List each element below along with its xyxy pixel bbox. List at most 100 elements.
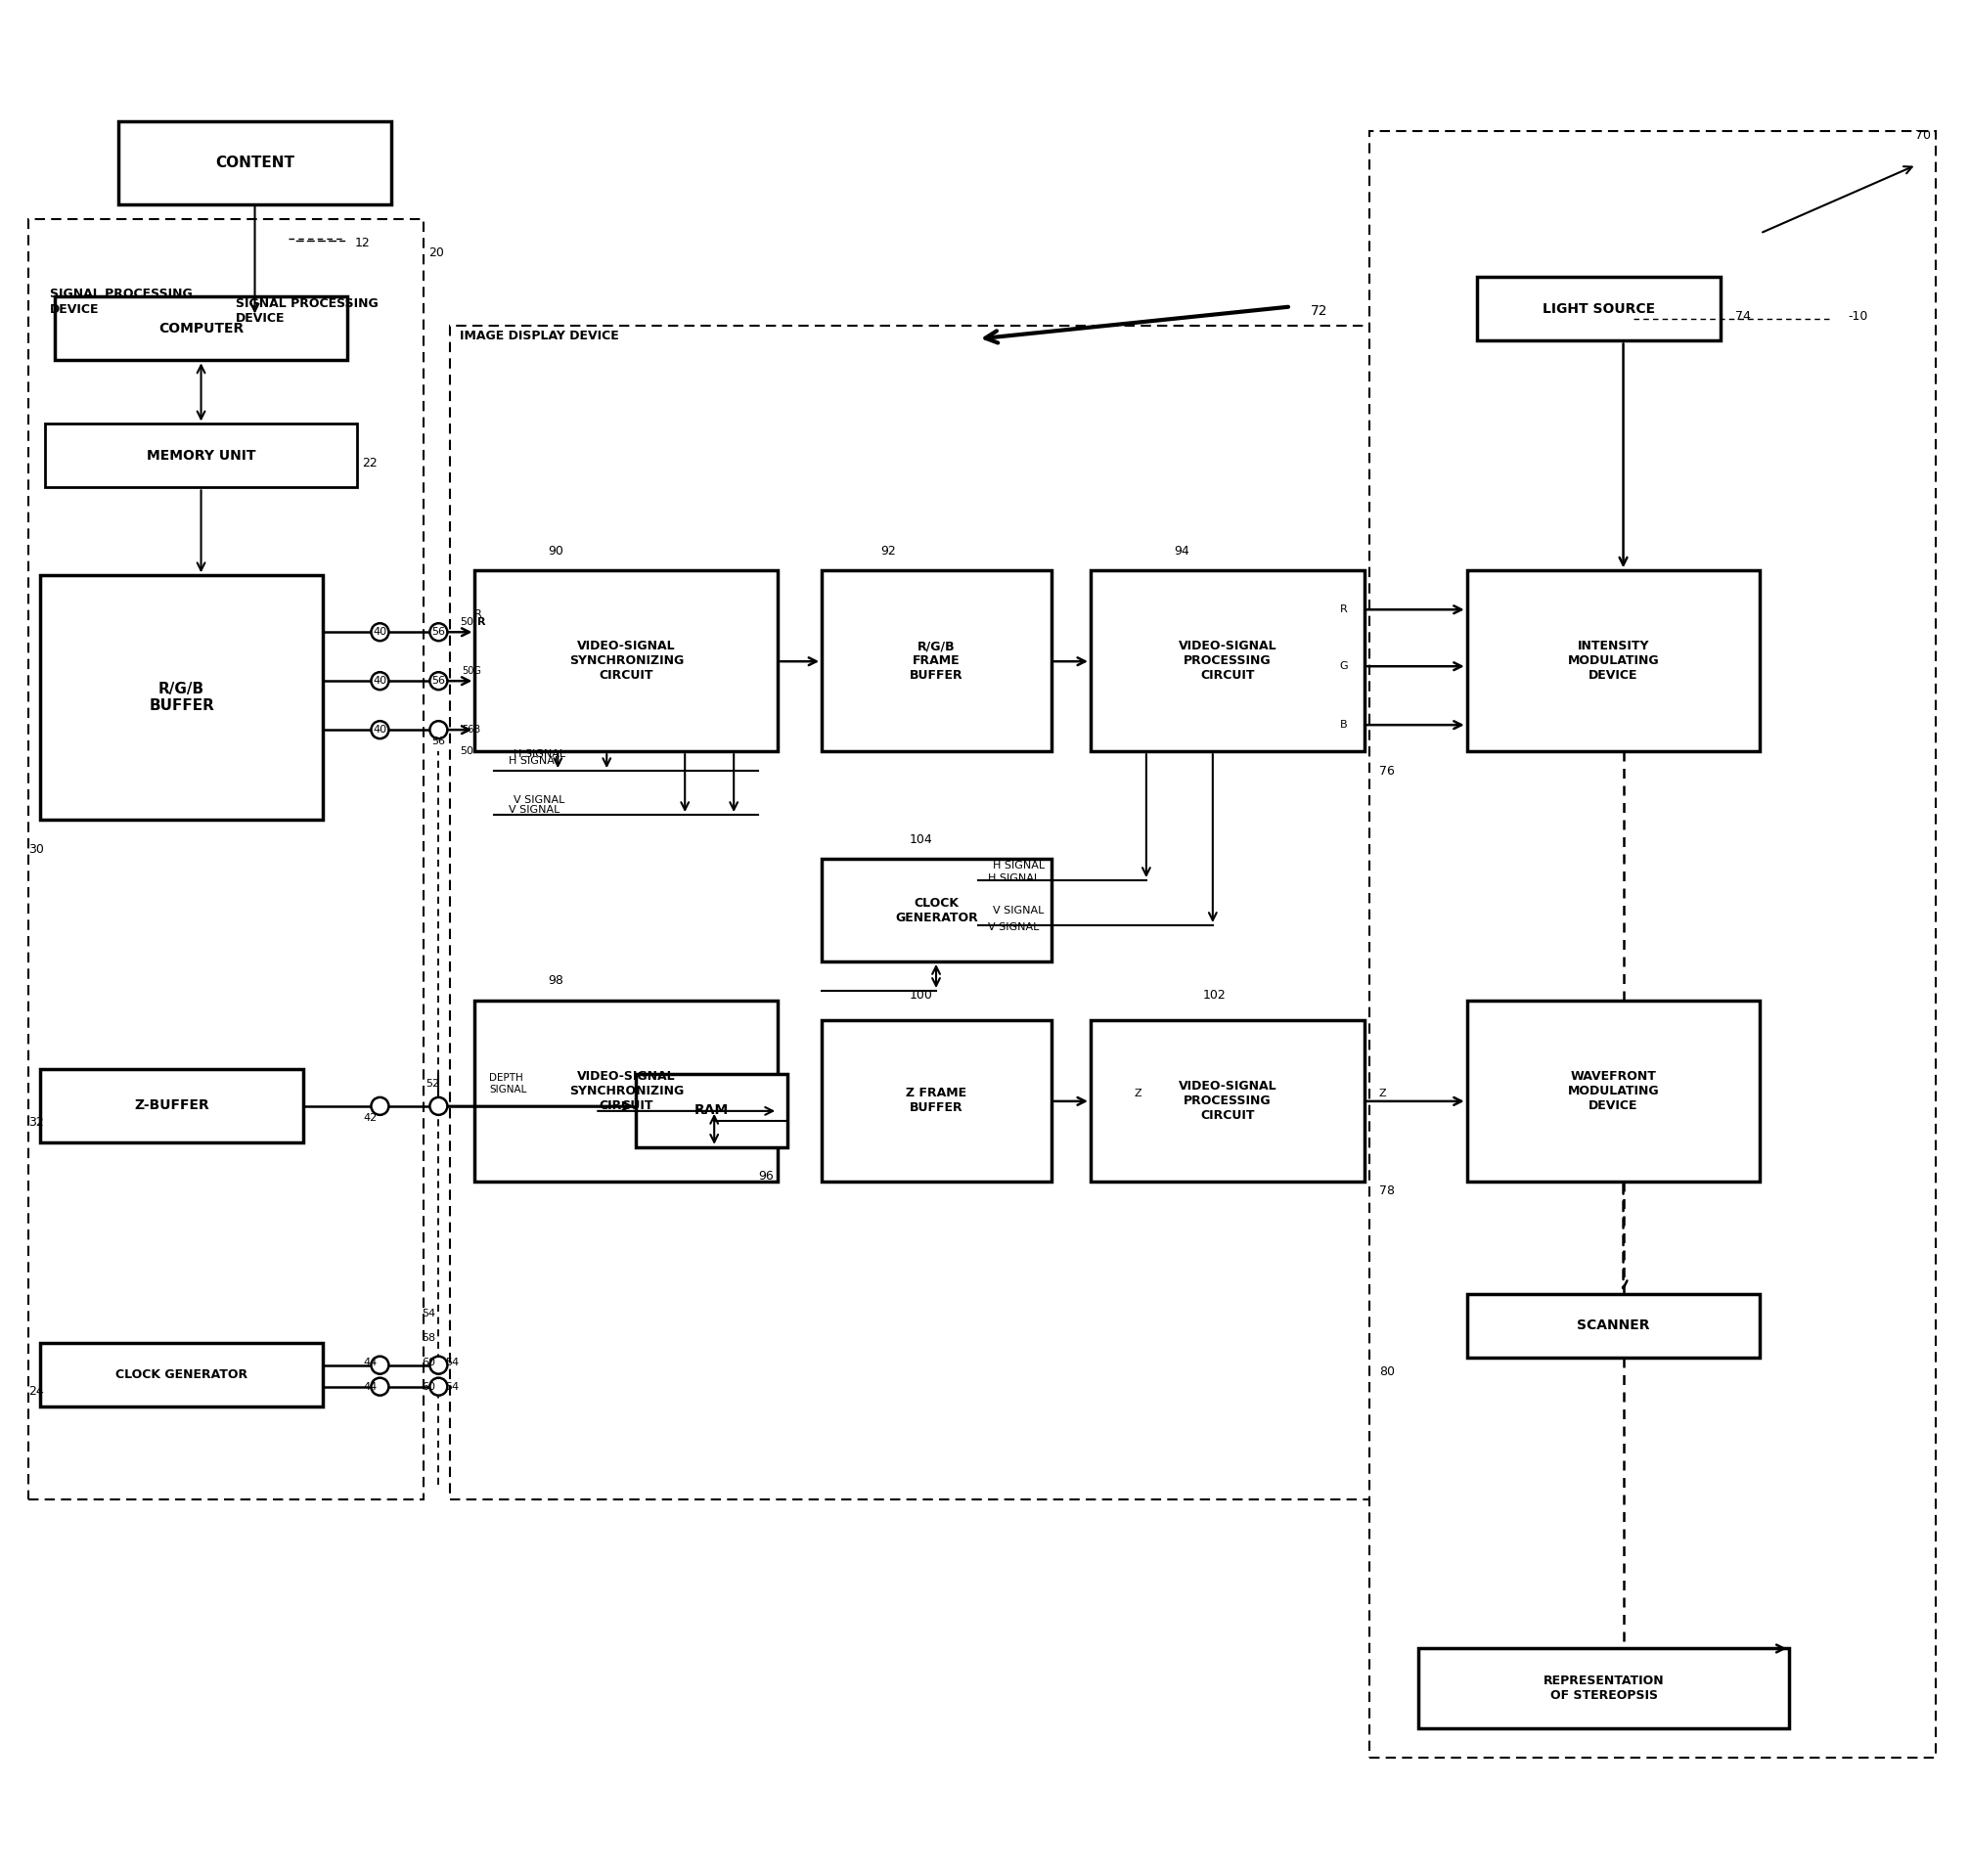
Text: REPRESENTATION
OF STEREOPSIS: REPRESENTATION OF STEREOPSIS — [1544, 1675, 1664, 1702]
Bar — [1467, 1000, 1760, 1182]
Text: MEMORY UNIT: MEMORY UNIT — [146, 448, 256, 463]
Bar — [55, 296, 349, 360]
Circle shape — [370, 720, 388, 739]
Circle shape — [429, 1356, 447, 1373]
Circle shape — [429, 623, 447, 642]
Bar — [39, 1069, 303, 1142]
Circle shape — [370, 1097, 388, 1114]
Circle shape — [370, 1356, 388, 1373]
Bar — [1368, 131, 1936, 1758]
Text: 100: 100 — [910, 989, 933, 1002]
Text: 44: 44 — [362, 1383, 378, 1392]
Text: VIDEO-SIGNAL
PROCESSING
CIRCUIT: VIDEO-SIGNAL PROCESSING CIRCUIT — [1177, 640, 1276, 683]
Text: B: B — [1339, 720, 1347, 730]
Circle shape — [429, 1097, 447, 1114]
Text: VIDEO-SIGNAL
PROCESSING
CIRCUIT: VIDEO-SIGNAL PROCESSING CIRCUIT — [1177, 1081, 1276, 1122]
Bar — [821, 570, 1051, 750]
Circle shape — [429, 672, 447, 690]
Text: 22: 22 — [362, 456, 378, 469]
Bar — [451, 326, 1378, 1499]
Text: IMAGE DISPLAY DEVICE: IMAGE DISPLAY DEVICE — [461, 330, 620, 341]
Bar — [39, 576, 323, 820]
Text: 40: 40 — [372, 724, 386, 735]
Text: 12: 12 — [354, 236, 370, 250]
Text: SIGNAL PROCESSING
DEVICE: SIGNAL PROCESSING DEVICE — [234, 298, 378, 325]
Text: 30: 30 — [28, 842, 43, 855]
Text: 50: 50 — [461, 747, 475, 756]
Text: 50: 50 — [461, 617, 475, 627]
Text: 60: 60 — [421, 1383, 435, 1392]
Text: CLOCK GENERATOR: CLOCK GENERATOR — [116, 1368, 248, 1381]
Text: V SIGNAL: V SIGNAL — [992, 906, 1044, 915]
Bar — [1091, 570, 1365, 750]
Text: 76: 76 — [1378, 765, 1394, 777]
Text: 58: 58 — [421, 1332, 435, 1343]
Bar — [821, 859, 1051, 962]
Text: 56: 56 — [431, 675, 445, 687]
Text: 40: 40 — [372, 627, 386, 638]
Circle shape — [370, 672, 388, 690]
Text: 56: 56 — [431, 627, 445, 638]
Text: 56B: 56B — [463, 724, 480, 735]
Bar — [475, 1000, 778, 1182]
Text: SCANNER: SCANNER — [1577, 1319, 1650, 1332]
Bar — [1467, 570, 1760, 750]
Text: G: G — [1339, 662, 1349, 672]
Text: Z: Z — [1134, 1088, 1142, 1097]
Text: INTENSITY
MODULATING
DEVICE: INTENSITY MODULATING DEVICE — [1567, 640, 1660, 683]
Bar — [45, 424, 358, 488]
Circle shape — [429, 1377, 447, 1396]
Text: R/G/B
FRAME
BUFFER: R/G/B FRAME BUFFER — [910, 640, 963, 683]
Text: V SIGNAL: V SIGNAL — [988, 923, 1040, 932]
Text: R/G/B
BUFFER: R/G/B BUFFER — [150, 681, 215, 713]
Bar — [118, 120, 392, 204]
Text: 20: 20 — [429, 246, 445, 259]
Circle shape — [429, 720, 447, 739]
Text: 96: 96 — [758, 1171, 774, 1184]
Text: V SIGNAL: V SIGNAL — [508, 805, 561, 814]
Text: R: R — [1339, 604, 1347, 615]
Text: 72: 72 — [1311, 304, 1327, 319]
Bar — [636, 1073, 788, 1146]
Bar — [475, 570, 778, 750]
Bar — [28, 219, 423, 1499]
Text: LIGHT SOURCE: LIGHT SOURCE — [1542, 302, 1656, 315]
Text: 78: 78 — [1378, 1186, 1394, 1197]
Text: H SIGNAL: H SIGNAL — [988, 874, 1040, 884]
Text: CONTENT: CONTENT — [215, 156, 295, 169]
Bar — [1091, 1021, 1365, 1182]
Text: 44: 44 — [362, 1358, 378, 1368]
Text: COMPUTER: COMPUTER — [158, 323, 244, 336]
Text: 60: 60 — [421, 1358, 435, 1368]
Text: 42: 42 — [362, 1112, 378, 1122]
Text: 32: 32 — [28, 1116, 43, 1129]
Text: SIGNAL PROCESSING
DEVICE: SIGNAL PROCESSING DEVICE — [49, 287, 193, 315]
Text: H SIGNAL: H SIGNAL — [508, 756, 561, 765]
Text: 92: 92 — [880, 544, 896, 557]
Text: 54: 54 — [445, 1358, 459, 1368]
Text: 54: 54 — [421, 1308, 435, 1319]
Text: 24: 24 — [28, 1384, 43, 1398]
Text: 98: 98 — [547, 976, 563, 987]
Text: Z FRAME
BUFFER: Z FRAME BUFFER — [906, 1086, 967, 1114]
Bar — [39, 1343, 323, 1407]
Text: RAM: RAM — [695, 1103, 729, 1118]
Text: 54: 54 — [445, 1383, 459, 1392]
Text: 52: 52 — [425, 1079, 439, 1088]
Text: 56: 56 — [431, 737, 445, 747]
Text: 50G: 50G — [463, 666, 482, 675]
Text: VIDEO-SIGNAL
SYNCHRONIZING
CIRCUIT: VIDEO-SIGNAL SYNCHRONIZING CIRCUIT — [569, 640, 683, 683]
Text: Z: Z — [1378, 1088, 1386, 1097]
Text: 94: 94 — [1174, 544, 1189, 557]
Circle shape — [370, 1377, 388, 1396]
Text: VIDEO-SIGNAL
SYNCHRONIZING
CIRCUIT: VIDEO-SIGNAL SYNCHRONIZING CIRCUIT — [569, 1069, 683, 1112]
Text: V SIGNAL: V SIGNAL — [514, 795, 565, 805]
Text: 74: 74 — [1737, 310, 1750, 323]
Text: 40: 40 — [372, 675, 386, 687]
Text: 90: 90 — [547, 544, 563, 557]
Text: H SIGNAL: H SIGNAL — [992, 861, 1046, 870]
Text: R: R — [478, 617, 486, 627]
Text: H SIGNAL: H SIGNAL — [514, 749, 565, 760]
Bar — [1418, 1649, 1790, 1728]
Text: Z-BUFFER: Z-BUFFER — [134, 1099, 209, 1112]
